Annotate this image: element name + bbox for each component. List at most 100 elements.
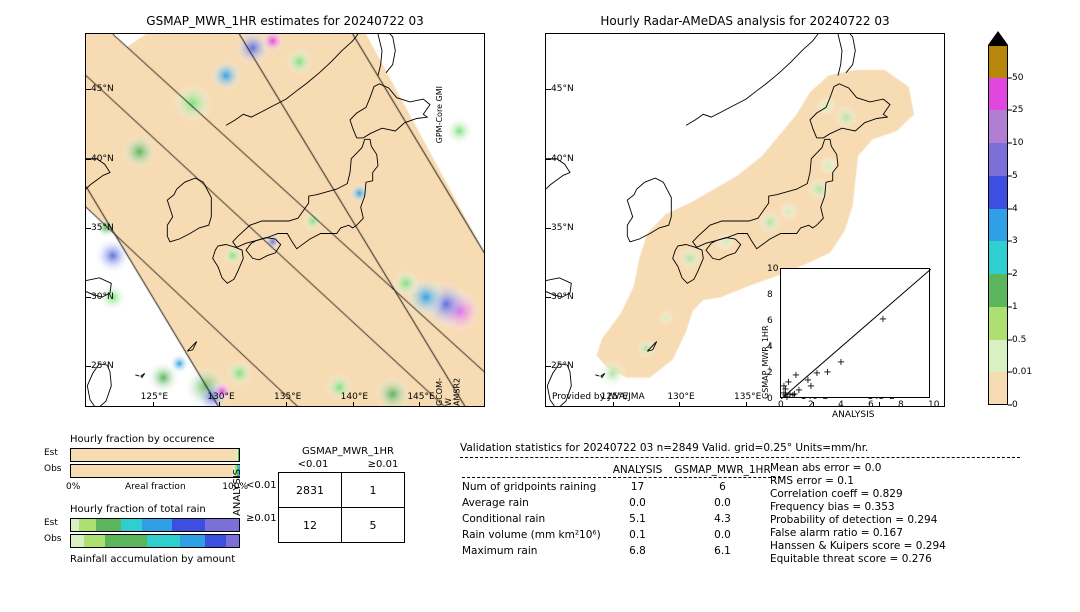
vt-cell: 0.0 (613, 496, 673, 510)
bar-row-label: Est (44, 518, 58, 528)
ytick: 40°N (91, 154, 114, 164)
bar-segment (84, 535, 104, 547)
vt-cell: Maximum rain (462, 544, 611, 558)
scatter-point: + (879, 316, 887, 324)
colorbar-tick: 1 (1012, 302, 1018, 312)
vt-header: GSMAP_MWR_1HR (674, 463, 780, 478)
ytick: 45°N (551, 84, 574, 94)
bar-segment (205, 535, 225, 547)
scatter-xtick: 8 (898, 400, 904, 410)
vt-cell: 5.1 (613, 512, 673, 526)
vt-cell: Num of gridpoints raining (462, 480, 611, 494)
bar-segment (226, 535, 239, 547)
bar-segment (71, 449, 236, 461)
scatter-point: + (780, 383, 788, 391)
ytick: 30°N (91, 292, 114, 302)
vt-header: ANALYSIS (613, 463, 673, 478)
bar-segment (121, 519, 141, 531)
scatter-ytick: 8 (767, 290, 773, 300)
cont-cell: 5 (342, 508, 405, 543)
ytick: 35°N (91, 223, 114, 233)
vt-cell: 17 (613, 480, 673, 494)
vt-cell: 6 (674, 480, 780, 494)
colorbar-tick: 2 (1012, 269, 1018, 279)
bar-segment (79, 519, 96, 531)
colorbar-tick: 25 (1012, 105, 1023, 115)
score-line: False alarm ratio = 0.167 (770, 527, 946, 539)
scatter-point: + (813, 370, 821, 378)
score-line: RMS error = 0.1 (770, 475, 946, 487)
colorbar-tick: 3 (1012, 236, 1018, 246)
validation-title: Validation statistics for 20240722 03 n=… (460, 442, 868, 454)
vt-cell: Conditional rain (462, 512, 611, 526)
bar-segment (96, 519, 121, 531)
scatter-xtick: 6 (868, 400, 874, 410)
bar-row (70, 464, 240, 478)
colorbar-tick: 50 (1012, 73, 1023, 83)
ytick: 25°N (91, 361, 114, 371)
vt-cell: 6.1 (674, 544, 780, 558)
contingency-title: GSMAP_MWR_1HR (278, 446, 418, 457)
bar-segment (238, 449, 239, 461)
colorbar-arrow (988, 31, 1008, 45)
validation-scores: Mean abs error = 0.0RMS error = 0.1Corre… (770, 461, 946, 566)
xtick: 145°E (407, 392, 434, 402)
scatter-xtick: 2 (808, 400, 814, 410)
bar-row-label: Est (44, 448, 58, 458)
vt-cell: 6.8 (613, 544, 673, 558)
vt-cell: Rain volume (mm km²10⁶) (462, 528, 611, 542)
scatter-xlabel: ANALYSIS (832, 410, 874, 420)
scatter-xtick: 10 (928, 400, 939, 410)
ytick: 35°N (551, 223, 574, 233)
ytick: 30°N (551, 292, 574, 302)
vt-cell: 4.3 (674, 512, 780, 526)
bar-segment (71, 535, 84, 547)
colorbar: 00.010.512345102550 (988, 45, 1008, 405)
cont-yaxis: ANALYSIS (232, 469, 243, 516)
score-line: Equitable threat score = 0.276 (770, 553, 946, 565)
xtick: 140°E (341, 392, 368, 402)
bar-row-label: Obs (44, 464, 62, 474)
cont-row-header: ≥0.01 (246, 513, 277, 524)
score-line: Frequency bias = 0.353 (770, 501, 946, 513)
cont-cell: 1 (342, 473, 405, 508)
scatter-ylabel: GSMAP_MWR_1HR (761, 325, 770, 399)
right-map-title: Hourly Radar-AMeDAS analysis for 2024072… (545, 14, 945, 28)
cont-col-header: ≥0.01 (368, 459, 399, 470)
scatter-point: + (823, 369, 831, 377)
left-map-frame: 125°E 130°E 135°E 140°E 145°E 25°N 30°N 35°N 40°… (85, 33, 485, 407)
bar-segment (147, 535, 181, 547)
xtick: 130°E (207, 392, 234, 402)
vt-cell: 0.0 (674, 496, 780, 510)
colorbar-tick: 0.01 (1012, 367, 1032, 377)
cont-row-header: <0.01 (246, 480, 277, 491)
contingency-table: GSMAP_MWR_1HR<0.01≥0.0128311125<0.01≥0.0… (278, 446, 418, 543)
colorbar-tick: 0 (1012, 400, 1018, 410)
bar-segment (205, 519, 239, 531)
colorbar-tick: 4 (1012, 204, 1018, 214)
scatter-point: + (837, 359, 845, 367)
vt-cell: 0.0 (674, 528, 780, 542)
scatter-ytick: 10 (767, 264, 778, 274)
bar-row-label: Obs (44, 534, 62, 544)
bar-segment (180, 535, 205, 547)
cont-cell: 12 (279, 508, 342, 543)
score-line: Mean abs error = 0.0 (770, 462, 946, 474)
score-line: Hanssen & Kuipers score = 0.294 (770, 540, 946, 552)
scatter-plot: +++++++++++++++++02468100246810ANALYSISG… (780, 268, 930, 398)
scatter-point: + (792, 372, 800, 380)
score-line: Correlation coeff = 0.829 (770, 488, 946, 500)
bar-row (70, 518, 240, 532)
validation-table: ANALYSISGSMAP_MWR_1HR Num of gridpoints r… (460, 461, 783, 560)
satellite-label: GPM-Core GMI (436, 86, 445, 143)
bar-segment (105, 535, 147, 547)
cont-cell: 2831 (279, 473, 342, 508)
axis-label: Areal fraction (125, 482, 186, 492)
occurrence-title: Hourly fraction by occurence (70, 434, 240, 445)
ytick: 25°N (551, 361, 574, 371)
vt-header (462, 463, 611, 478)
score-line: Probability of detection = 0.294 (770, 514, 946, 526)
bar-segment (172, 519, 206, 531)
xtick: 135°E (274, 392, 301, 402)
xtick: 125°E (141, 392, 168, 402)
